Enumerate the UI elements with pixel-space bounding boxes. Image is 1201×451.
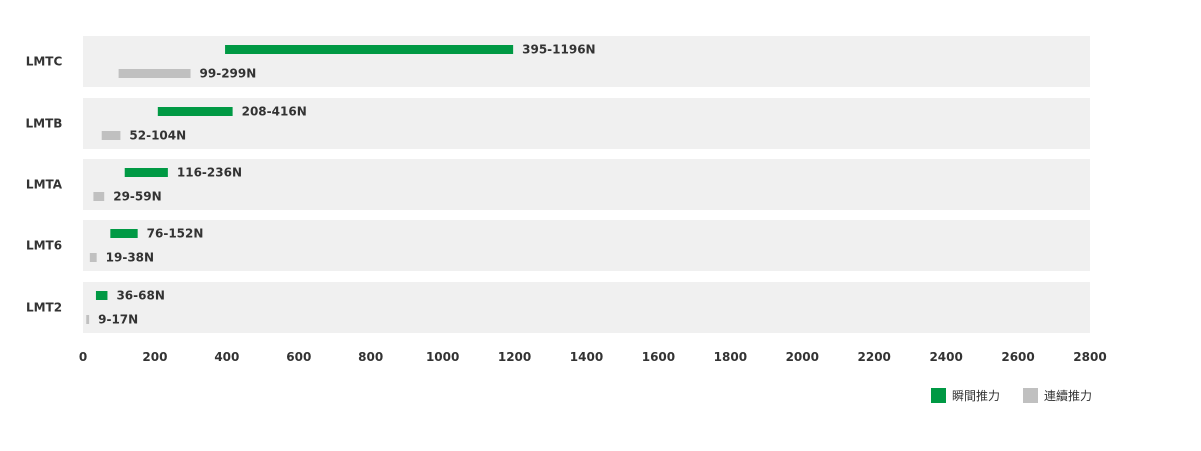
data-label-peak-lmta: 116-236N [177,166,242,180]
row-background-lmtc [83,36,1090,87]
x-tick-label: 1200 [498,350,531,364]
x-tick-label: 1400 [570,350,603,364]
row-background-lmta [83,159,1090,210]
x-tick-label: 2400 [929,350,962,364]
category-label-lmt6: LMT6 [26,239,62,253]
bar-peak-lmt6 [110,229,138,238]
x-tick-label: 1600 [642,350,675,364]
bar-continuous-lmt6 [89,253,97,262]
bars [86,45,514,324]
bar-peak-lmta [124,168,168,177]
x-tick-label: 2800 [1073,350,1106,364]
row-background-lmt6 [83,220,1090,271]
category-label-lmt2: LMT2 [26,301,62,315]
legend-swatch-peak [931,388,946,403]
row-backgrounds [83,36,1090,333]
bar-continuous-lmt2 [86,315,90,324]
legend-swatch-continuous [1023,388,1038,403]
data-label-peak-lmtc: 395-1196N [522,43,595,57]
x-axis: 0 200 400 600 800 1000 1200 1400 1600 1800 2000 220… [79,350,1107,364]
bar-continuous-lmta [93,192,105,201]
x-tick-label: 400 [214,350,239,364]
category-label-lmtb: LMTB [26,117,63,131]
x-tick-label: 2000 [786,350,819,364]
x-tick-label: 600 [286,350,311,364]
bar-continuous-lmtc [118,69,191,78]
category-label-lmta: LMTA [26,178,63,192]
x-tick-label: 2200 [858,350,891,364]
row-background-lmt2 [83,282,1090,333]
x-tick-label: 1800 [714,350,747,364]
legend-label-continuous: 連續推力 [1044,388,1092,403]
data-label-peak-lmtb: 208-416N [242,105,307,119]
data-label-continuous-lmta: 29-59N [113,190,161,204]
data-label-peak-lmt2: 36-68N [116,289,164,303]
legend: 瞬間推力 連續推力 [931,388,1092,403]
bar-peak-lmt2 [95,291,108,300]
bar-peak-lmtb [157,107,233,116]
x-tick-label: 200 [142,350,167,364]
data-label-continuous-lmt2: 9-17N [98,313,138,327]
category-label-lmtc: LMTC [26,55,63,69]
data-label-peak-lmt6: 76-152N [147,227,204,241]
x-tick-label: 800 [358,350,383,364]
labels: LMTC 395-1196N 99-299N LMTB 208-416N 52-104N L… [26,43,596,327]
x-tick-label: 0 [79,350,87,364]
x-tick-label: 2600 [1001,350,1034,364]
data-label-continuous-lmtc: 99-299N [200,67,257,81]
data-label-continuous-lmtb: 52-104N [129,129,186,143]
data-label-continuous-lmt6: 19-38N [106,251,154,265]
x-tick-label: 1000 [426,350,459,364]
bar-peak-lmtc [225,45,514,54]
row-background-lmtb [83,98,1090,149]
legend-label-peak: 瞬間推力 [952,389,1000,403]
bar-continuous-lmtb [101,131,121,140]
